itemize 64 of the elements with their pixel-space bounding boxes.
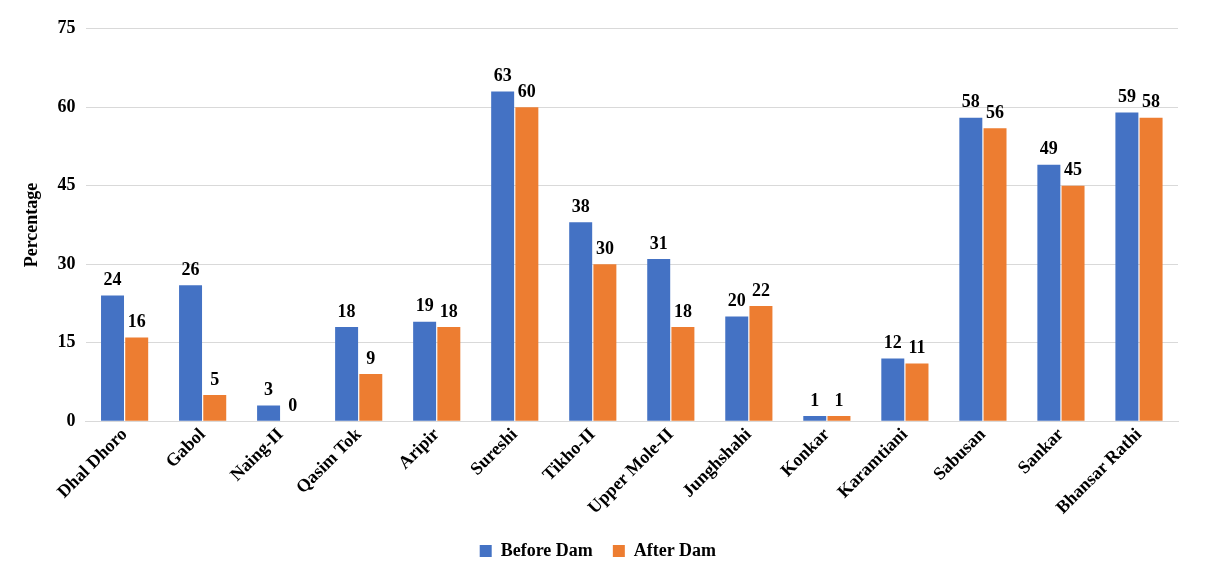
legend-label: After Dam [633,539,716,560]
data-label: 45 [1064,159,1083,180]
y-tick-label: 15 [57,331,76,352]
data-label: 60 [517,80,536,101]
data-label: 0 [288,394,298,415]
bar [203,395,227,421]
bar [959,117,983,421]
bar [749,306,773,421]
bar [593,264,617,421]
data-label: 49 [1039,138,1058,159]
bar [101,295,125,421]
bar [1061,185,1085,421]
data-label: 5 [210,368,220,389]
bar [905,363,929,421]
y-tick-label: 75 [57,17,76,38]
data-label: 56 [986,101,1005,122]
bar [257,405,281,421]
data-label: 31 [649,232,668,253]
data-label: 1 [810,389,820,410]
bar [827,415,851,421]
bar [803,415,827,421]
bar [437,326,461,421]
data-label: 59 [1117,86,1136,107]
data-label: 18 [337,300,356,321]
data-label: 19 [415,295,434,316]
data-label: 12 [883,332,902,353]
bar [413,321,437,421]
y-tick-label: 45 [57,174,76,195]
data-label: 18 [439,300,458,321]
data-label: 1 [834,389,844,410]
data-label: 11 [908,337,926,358]
data-label: 20 [727,290,746,311]
bar [881,358,905,421]
bar [983,128,1007,421]
bar [125,337,149,421]
bar [725,316,749,421]
data-label: 9 [366,347,376,368]
data-label: 18 [673,300,692,321]
y-axis-title: Percentage [21,182,42,268]
data-label: 26 [181,258,200,279]
bar [1037,164,1061,421]
data-label: 63 [493,65,512,86]
y-tick-label: 30 [57,252,76,273]
legend-label: Before Dam [500,539,593,560]
data-label: 22 [751,279,770,300]
bar [671,326,695,421]
bar [569,222,593,421]
bar [1115,112,1139,421]
data-label: 24 [103,269,122,290]
bar [647,258,671,421]
bar [515,107,539,421]
data-label: 16 [127,311,146,332]
bar [335,326,359,421]
bar [179,285,203,421]
data-label: 38 [571,196,590,217]
data-label: 58 [1142,91,1161,112]
bar [1139,117,1163,421]
data-label: 3 [264,379,274,400]
data-label: 30 [595,237,614,258]
data-label: 58 [961,91,980,112]
y-tick-label: 60 [57,95,76,116]
bar [359,374,383,421]
y-tick-label: 0 [66,409,76,430]
bar [491,91,515,421]
